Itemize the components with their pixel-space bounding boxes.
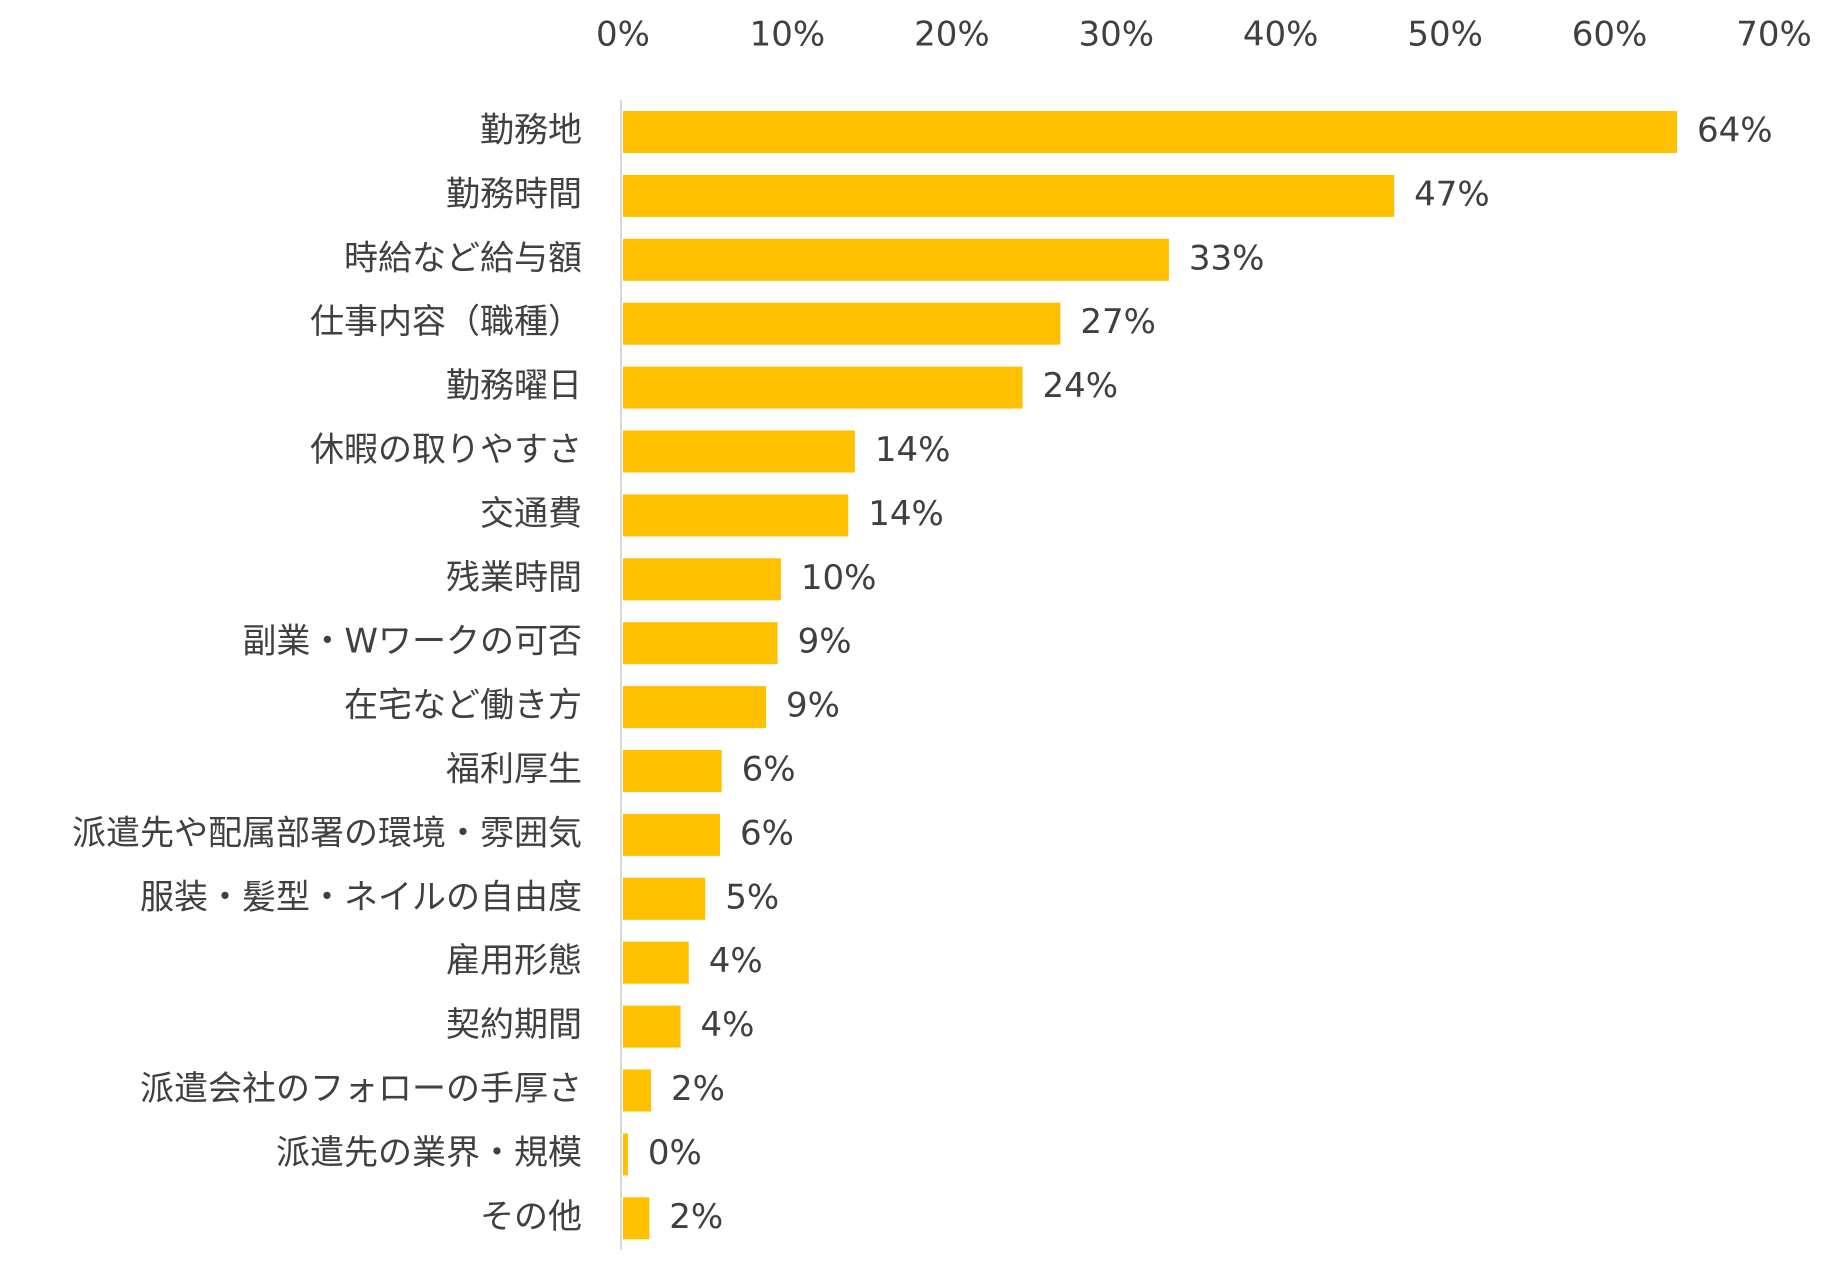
bar (623, 750, 722, 792)
category-label: 勤務地 (480, 111, 582, 151)
bar (623, 558, 781, 601)
category-label: 在宅など働き方 (344, 686, 582, 726)
data-label: 4% (709, 941, 763, 981)
bar (623, 238, 1169, 281)
data-label: 4% (701, 1005, 755, 1045)
data-label: 6% (742, 750, 796, 790)
bar (623, 686, 767, 729)
data-label: 2% (669, 1197, 723, 1237)
data-label: 6% (740, 813, 794, 853)
x-tick-label: 30% (1078, 15, 1154, 55)
data-label: 64% (1697, 111, 1773, 151)
category-label: 時給など給与額 (344, 238, 582, 278)
category-label: 勤務曜日 (446, 366, 582, 406)
category-label: 交通費 (480, 494, 582, 534)
bar (623, 877, 706, 920)
category-label: 派遣会社のフォローの手厚さ (140, 1069, 582, 1109)
category-label: 副業・Wワークの可否 (242, 622, 582, 662)
category-label: 派遣先や配属部署の環境・雰囲気 (72, 813, 582, 853)
category-label: 仕事内容（職種） (310, 302, 582, 342)
category-label: 契約期間 (446, 1005, 582, 1045)
bar (623, 494, 849, 537)
x-tick-label: 40% (1243, 15, 1319, 55)
data-label: 9% (798, 622, 852, 662)
x-tick-label: 0% (596, 15, 650, 55)
data-label: 14% (875, 430, 951, 470)
bar (623, 1069, 651, 1112)
data-label: 33% (1189, 238, 1265, 278)
data-label: 24% (1043, 366, 1119, 406)
category-label: 福利厚生 (446, 750, 582, 790)
category-label: 派遣先の業界・規模 (276, 1133, 582, 1173)
data-label: 47% (1414, 174, 1490, 214)
bar (623, 366, 1023, 409)
category-label: 勤務時間 (446, 174, 582, 214)
data-label: 14% (868, 494, 944, 534)
bar (623, 111, 1677, 153)
data-label: 0% (648, 1133, 702, 1173)
bar (623, 1197, 650, 1240)
data-label: 2% (671, 1069, 725, 1109)
category-label: 服装・髪型・ネイルの自由度 (140, 877, 582, 917)
data-label: 5% (725, 877, 779, 917)
x-tick-label: 60% (1572, 15, 1648, 55)
x-tick-label: 20% (914, 15, 990, 55)
bar (623, 1005, 681, 1048)
category-label: その他 (480, 1197, 582, 1237)
bar (623, 1133, 628, 1176)
data-label: 10% (801, 558, 877, 598)
category-label: 休暇の取りやすさ (310, 430, 582, 470)
category-label: 残業時間 (446, 558, 582, 598)
data-label: 27% (1080, 302, 1156, 342)
bar (623, 302, 1061, 345)
bar (623, 941, 689, 984)
x-tick-label: 70% (1736, 15, 1812, 55)
bar (623, 430, 855, 473)
bar (623, 813, 721, 856)
x-tick-label: 10% (750, 15, 826, 55)
category-label: 雇用形態 (446, 941, 582, 981)
data-label: 9% (786, 686, 840, 726)
bar (623, 174, 1395, 217)
bar (623, 622, 778, 665)
x-tick-label: 50% (1407, 15, 1483, 55)
